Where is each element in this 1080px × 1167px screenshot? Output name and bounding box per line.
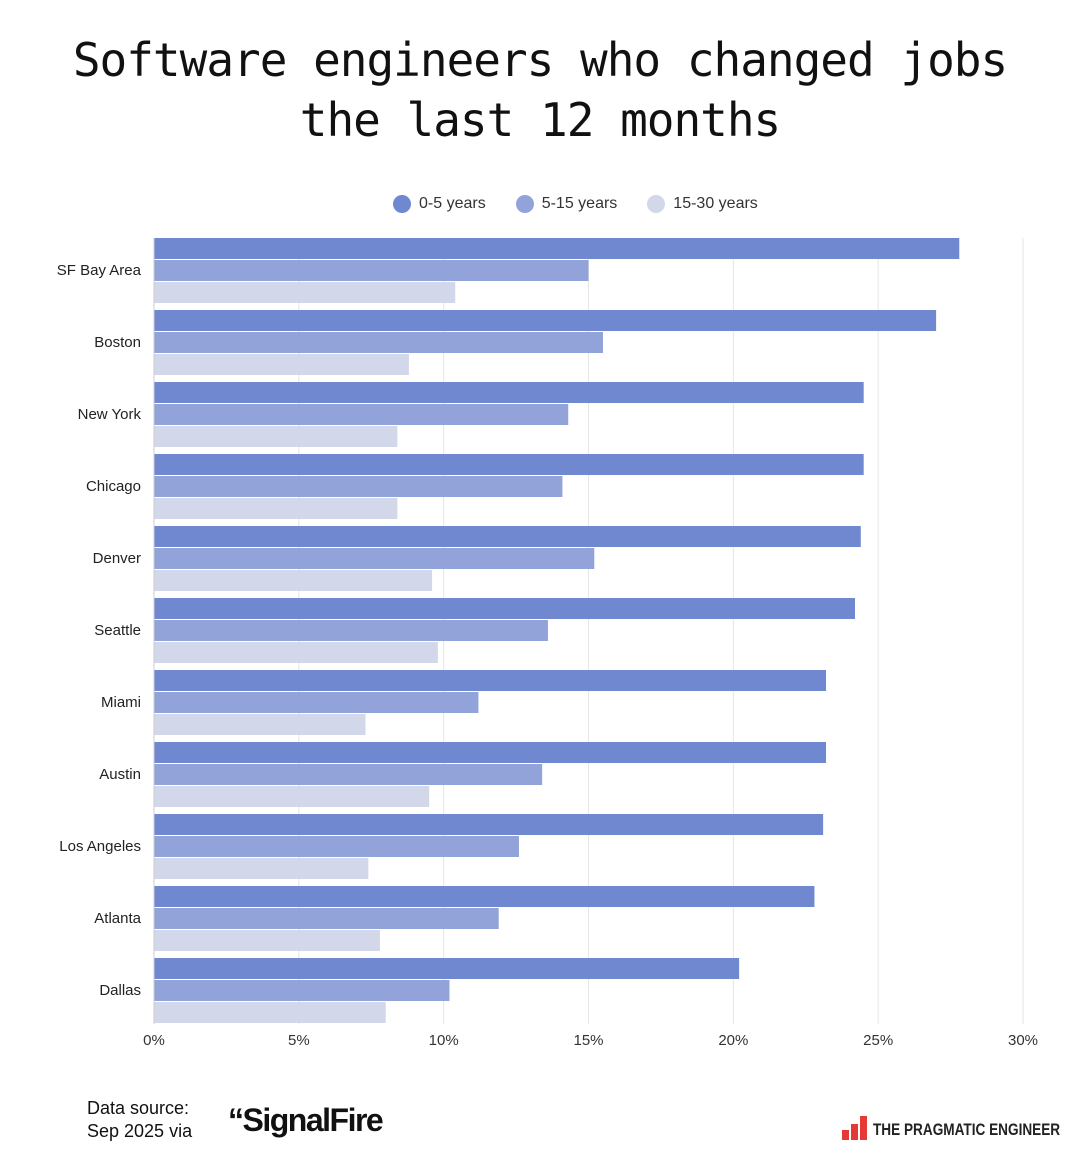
data-source: Data source: Sep 2025 via <box>87 1097 192 1143</box>
x-tick-label: 25% <box>863 1032 893 1049</box>
bar-15-30-years <box>154 930 380 951</box>
x-tick-label: 10% <box>429 1032 459 1049</box>
bar-15-30-years <box>154 498 398 519</box>
bar-0-5-years <box>154 454 864 475</box>
legend-swatch <box>393 195 411 213</box>
bar-0-5-years <box>154 598 855 619</box>
x-tick-label: 30% <box>1008 1032 1038 1049</box>
bar-5-15-years <box>154 692 479 713</box>
bar-5-15-years <box>154 548 595 569</box>
bar-5-15-years <box>154 980 450 1001</box>
x-tick-label: 15% <box>573 1032 603 1049</box>
bar-15-30-years <box>154 426 398 447</box>
bar-0-5-years <box>154 310 937 331</box>
legend-item-15-30: 15-30 years <box>647 195 758 213</box>
bar-chart: 0% 5% 10% 15% 20% 25% 30% SF Bay Area Boston New … <box>57 238 1038 1049</box>
bar-0-5-years <box>154 526 861 547</box>
bar-15-30-years <box>154 354 409 375</box>
title-line-2: the last 12 months <box>299 93 782 147</box>
bar-15-30-years <box>154 858 369 879</box>
bar-5-15-years <box>154 908 499 929</box>
bar-5-15-years <box>154 404 569 425</box>
bar-15-30-years <box>154 570 433 591</box>
source-line-2: Sep 2025 via <box>87 1121 193 1141</box>
bar-0-5-years <box>154 742 827 763</box>
category-label: SF Bay Area <box>57 262 142 279</box>
legend-label: 0-5 years <box>419 195 486 212</box>
category-label: Dallas <box>99 982 141 999</box>
bar-0-5-years <box>154 238 960 259</box>
legend-label: 5-15 years <box>541 195 618 212</box>
bar-5-15-years <box>154 836 519 857</box>
bar-0-5-years <box>154 886 815 907</box>
bar-chart-icon <box>842 1116 867 1140</box>
signalfire-logo-text: SignalFire <box>242 1102 384 1138</box>
bar-15-30-years <box>154 786 430 807</box>
legend: 0-5 years 5-15 years 15-30 years <box>393 195 758 213</box>
x-tick-label: 0% <box>143 1032 165 1049</box>
pragmatic-engineer-logo: THE PRAGMATIC ENGINEER <box>842 1116 1080 1140</box>
bar-5-15-years <box>154 476 563 497</box>
bar-15-30-years <box>154 642 438 663</box>
bar-0-5-years <box>154 958 740 979</box>
category-label: Boston <box>94 334 141 351</box>
bar-0-5-years <box>154 382 864 403</box>
x-tick-label: 5% <box>288 1032 310 1049</box>
legend-item-0-5: 0-5 years <box>393 195 486 213</box>
bar-5-15-years <box>154 260 589 281</box>
category-label: New York <box>78 406 142 423</box>
bar-0-5-years <box>154 670 827 691</box>
bar-15-30-years <box>154 1002 386 1023</box>
chart-title: Software engineers who changed jobs the … <box>0 30 1080 150</box>
title-line-1: Software engineers who changed jobs <box>72 33 1008 87</box>
brand-text: THE PRAGMATIC ENGINEER <box>873 1120 1061 1139</box>
category-label: Miami <box>101 694 141 711</box>
legend-label: 15-30 years <box>673 195 758 212</box>
x-tick-label: 20% <box>718 1032 748 1049</box>
signalfire-logo: “SignalFire <box>228 1102 384 1138</box>
source-line-1: Data source: <box>87 1098 190 1118</box>
category-label: Denver <box>93 550 141 567</box>
bar-0-5-years <box>154 814 824 835</box>
category-label: Austin <box>99 766 141 783</box>
category-label: Los Angeles <box>59 838 141 855</box>
category-label: Chicago <box>86 478 141 495</box>
bar-5-15-years <box>154 764 543 785</box>
bar-5-15-years <box>154 332 603 353</box>
bar-15-30-years <box>154 282 456 303</box>
legend-swatch <box>647 195 666 213</box>
legend-item-5-15: 5-15 years <box>515 195 618 213</box>
legend-swatch <box>515 195 534 213</box>
category-label: Seattle <box>94 622 141 639</box>
bar-15-30-years <box>154 714 366 735</box>
bar-5-15-years <box>154 620 548 641</box>
category-label: Atlanta <box>94 910 141 927</box>
